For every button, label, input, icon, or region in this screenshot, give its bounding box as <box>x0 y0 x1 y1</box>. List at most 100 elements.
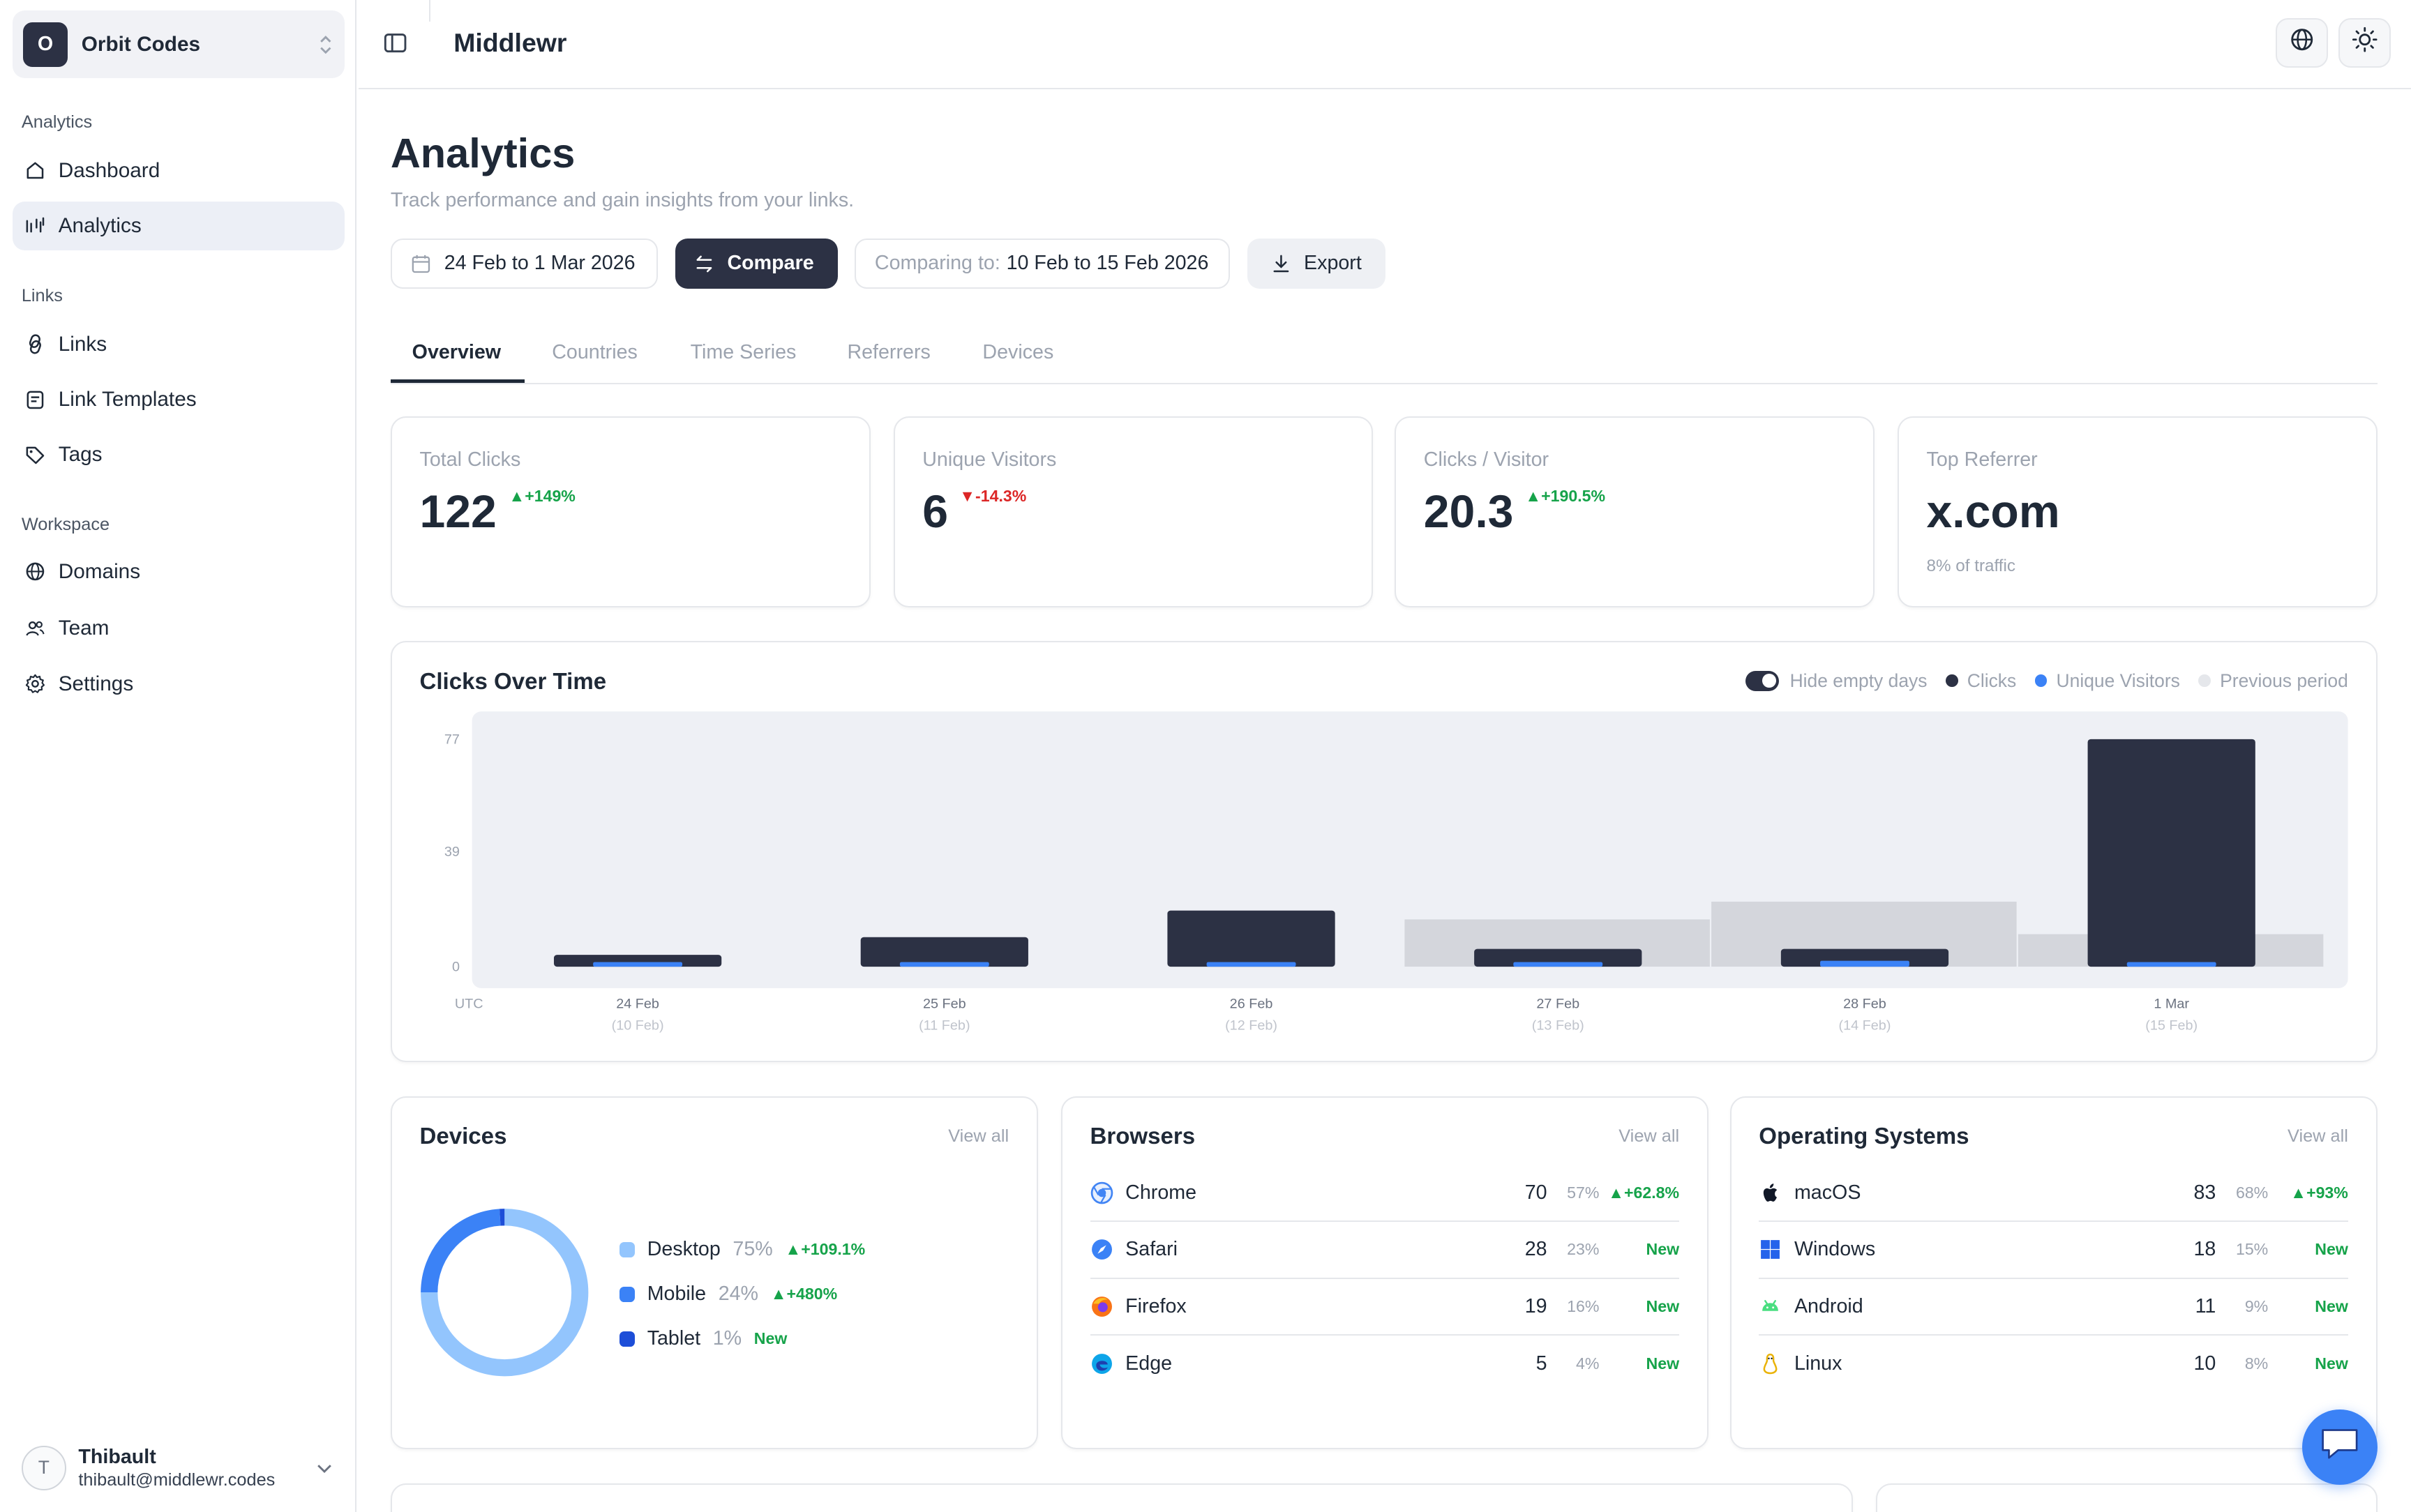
devices-donut-chart <box>420 1209 588 1377</box>
desktop-swatch <box>619 1241 636 1257</box>
toggle-sidebar-icon[interactable] <box>383 31 411 59</box>
device-change: ▲+480% <box>770 1285 838 1303</box>
calendar-icon <box>410 253 432 275</box>
browser-row-firefox[interactable]: Firefox 19 16% New <box>1090 1279 1680 1336</box>
x-tick-previous-label: (10 Feb) <box>611 1018 663 1034</box>
link-icon <box>24 333 46 355</box>
kpi-value: 122 <box>419 486 497 538</box>
theme-toggle-button[interactable] <box>2338 18 2391 68</box>
browser-count: 19 <box>1524 1294 1547 1317</box>
x-tick-previous-label: (15 Feb) <box>2145 1018 2198 1034</box>
unique-visitors-bar <box>2126 962 2216 967</box>
sidebar-item-dashboard[interactable]: Dashboard <box>13 146 345 195</box>
os-row-android[interactable]: Android 11 9% New <box>1759 1279 2348 1336</box>
kpi-unique-visitors: Unique Visitors 6 ▼-14.3% <box>893 416 1374 607</box>
os-count: 18 <box>2193 1238 2216 1261</box>
sidebar-item-label: Links <box>58 332 107 356</box>
chat-support-button[interactable] <box>2301 1409 2378 1485</box>
y-tick-label: 0 <box>452 960 460 975</box>
x-tick-label: 25 Feb <box>923 997 966 1012</box>
nav-section-analytics: Analytics <box>21 112 93 132</box>
os-row-windows[interactable]: Windows 18 15% New <box>1759 1222 2348 1279</box>
browsers-title: Browsers <box>1090 1123 1196 1149</box>
unique-visitors-bar <box>899 962 989 967</box>
browser-name: Chrome <box>1125 1181 1197 1204</box>
sidebar-item-settings[interactable]: Settings <box>13 660 345 709</box>
kpi-top-referrer: Top Referrer x.com 8% of traffic <box>1897 416 2378 607</box>
tab-time-series[interactable]: Time Series <box>690 341 797 364</box>
kpi-label: Top Referrer <box>1926 448 2038 471</box>
chevron-down-icon <box>317 1458 332 1478</box>
sidebar-item-links[interactable]: Links <box>13 319 345 369</box>
os-row-linux[interactable]: Linux 10 8% New <box>1759 1336 2348 1393</box>
legend-unique-visitors[interactable]: Unique Visitors <box>2056 670 2180 691</box>
tablet-swatch <box>619 1331 636 1347</box>
kpi-value: x.com <box>1926 486 2060 538</box>
comparing-range-picker[interactable]: Comparing to: 10 Feb to 15 Feb 2026 <box>855 238 1231 289</box>
browser-change: ▲+62.8% <box>1608 1183 1680 1202</box>
x-tick-previous-label: (12 Feb) <box>1225 1018 1277 1034</box>
tab-devices[interactable]: Devices <box>982 341 1054 364</box>
gear-icon <box>24 673 46 695</box>
device-row-tablet[interactable]: Tablet 1% New <box>619 1325 787 1353</box>
sidebar-item-link-templates[interactable]: Link Templates <box>13 375 345 425</box>
android-icon <box>1759 1295 1782 1318</box>
sidebar-item-team[interactable]: Team <box>13 604 345 653</box>
browser-row-chrome[interactable]: Chrome 70 57% ▲+62.8% <box>1090 1165 1680 1223</box>
hide-empty-days-toggle[interactable] <box>1745 670 1780 691</box>
linux-icon <box>1759 1352 1782 1375</box>
browsers-card: Browsers View all Chrome 70 57% ▲+62.8% … <box>1060 1096 1708 1450</box>
x-tick-label: 27 Feb <box>1536 997 1579 1012</box>
os-view-all-link[interactable]: View all <box>2288 1126 2348 1147</box>
x-tick-label: 24 Feb <box>616 997 659 1012</box>
device-row-mobile[interactable]: Mobile 24% ▲+480% <box>619 1280 837 1308</box>
browser-pct: 57% <box>1567 1183 1600 1202</box>
compare-label: Compare <box>727 252 814 275</box>
org-switcher[interactable]: O Orbit Codes <box>12 10 345 79</box>
swap-arrows-icon <box>693 253 715 275</box>
legend-clicks[interactable]: Clicks <box>1967 670 2017 691</box>
template-icon <box>24 389 46 411</box>
browser-row-edge[interactable]: Edge 5 4% New <box>1090 1336 1679 1393</box>
kpi-footnote: 8% of traffic <box>1926 556 2016 575</box>
sidebar-item-label: Settings <box>58 672 134 695</box>
tab-countries[interactable]: Countries <box>552 341 638 364</box>
browsers-view-all-link[interactable]: View all <box>1618 1126 1680 1147</box>
device-change: ▲+109.1% <box>785 1240 866 1259</box>
browser-row-safari[interactable]: Safari 28 23% New <box>1090 1222 1680 1279</box>
date-range-picker[interactable]: 24 Feb to 1 Mar 2026 <box>390 238 659 289</box>
browser-name: Safari <box>1125 1238 1178 1261</box>
date-range-label: 24 Feb to 1 Mar 2026 <box>444 252 636 275</box>
unique-visitors-bar <box>1513 962 1603 967</box>
sidebar-item-label: Dashboard <box>58 158 160 182</box>
export-button[interactable]: Export <box>1247 238 1385 289</box>
chat-bubble-icon <box>2318 1426 2361 1469</box>
device-name: Desktop <box>647 1238 721 1261</box>
device-row-desktop[interactable]: Desktop 75% ▲+109.1% <box>619 1236 865 1264</box>
language-button[interactable] <box>2276 18 2328 68</box>
browser-count: 5 <box>1535 1352 1547 1375</box>
sidebar-item-tags[interactable]: Tags <box>13 430 345 480</box>
sidebar-item-label: Tags <box>58 443 103 467</box>
sidebar-item-analytics[interactable]: Analytics <box>12 201 345 251</box>
clicks-bar <box>2087 739 2255 967</box>
sidebar-item-label: Analytics <box>58 213 142 237</box>
analytics-icon <box>24 216 46 237</box>
tab-overview[interactable]: Overview <box>412 341 502 364</box>
sidebar-item-domains[interactable]: Domains <box>13 547 345 597</box>
legend-previous-period[interactable]: Previous period <box>2220 670 2348 691</box>
org-name: Orbit Codes <box>81 32 201 56</box>
devices-view-all-link[interactable]: View all <box>948 1126 1009 1147</box>
os-pct: 8% <box>2244 1354 2269 1373</box>
os-name: macOS <box>1794 1181 1861 1204</box>
devices-title: Devices <box>419 1123 507 1149</box>
clicks-bar <box>860 937 1028 967</box>
kpi-label: Total Clicks <box>419 448 521 471</box>
tab-referrers[interactable]: Referrers <box>847 341 931 364</box>
compare-button[interactable]: Compare <box>675 238 839 289</box>
windows-icon <box>1759 1238 1782 1261</box>
os-row-macos[interactable]: macOS 83 68% ▲+93% <box>1759 1165 2348 1223</box>
os-count: 83 <box>2193 1181 2216 1204</box>
user-menu[interactable]: T Thibault thibault@middlewr.codes <box>13 1432 345 1503</box>
os-change: New <box>2315 1240 2348 1259</box>
